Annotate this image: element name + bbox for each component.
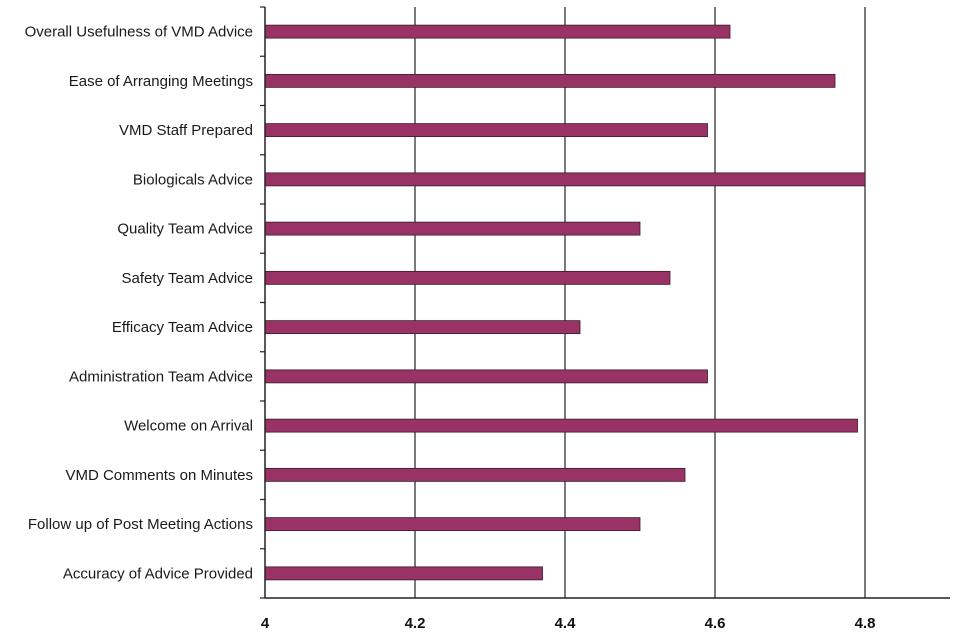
- bar: [264, 123, 708, 138]
- bar: [264, 517, 641, 532]
- x-tick-label: 4.2: [405, 615, 426, 632]
- x-tick-labels: 4 4.2 4.4 4.6 4.8: [261, 615, 876, 632]
- category-label: VMD Comments on Minutes: [65, 467, 253, 484]
- x-tick-label: 4.4: [555, 615, 577, 632]
- bar: [264, 467, 686, 482]
- x-tick-label: 4.6: [705, 615, 726, 632]
- category-label: Ease of Arranging Meetings: [69, 73, 253, 90]
- bar: [264, 73, 836, 88]
- bar: [264, 320, 581, 335]
- bar: [264, 369, 708, 384]
- bars: [264, 24, 866, 581]
- category-label: Overall Usefulness of VMD Advice: [25, 24, 253, 41]
- bar: [264, 418, 858, 433]
- category-label: Biologicals Advice: [133, 171, 253, 188]
- bar: [264, 24, 731, 39]
- category-label: Quality Team Advice: [117, 221, 253, 238]
- category-label: Accuracy of Advice Provided: [63, 565, 253, 582]
- bar: [264, 270, 671, 285]
- gridlines: [414, 7, 866, 598]
- category-label: Administration Team Advice: [69, 368, 253, 385]
- bar: [264, 221, 641, 236]
- category-label: Safety Team Advice: [122, 270, 253, 287]
- category-labels: Overall Usefulness of VMD Advice Ease of …: [25, 24, 253, 583]
- category-label: VMD Staff Prepared: [119, 122, 253, 139]
- category-label: Follow up of Post Meeting Actions: [28, 516, 253, 533]
- y-axis-ticks: [260, 6, 265, 599]
- bar: [264, 172, 866, 187]
- x-tick-label: 4: [261, 615, 270, 632]
- category-label: Welcome on Arrival: [124, 418, 253, 435]
- category-label: Efficacy Team Advice: [112, 319, 253, 336]
- x-tick-label: 4.8: [855, 615, 876, 632]
- bar: [264, 566, 543, 581]
